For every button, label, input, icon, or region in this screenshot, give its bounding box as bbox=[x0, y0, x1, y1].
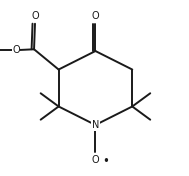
Text: O: O bbox=[31, 11, 39, 21]
Text: •: • bbox=[103, 155, 109, 168]
Text: O: O bbox=[12, 45, 20, 55]
Text: O: O bbox=[92, 155, 99, 165]
Text: N: N bbox=[92, 120, 99, 130]
Text: O: O bbox=[92, 11, 99, 21]
